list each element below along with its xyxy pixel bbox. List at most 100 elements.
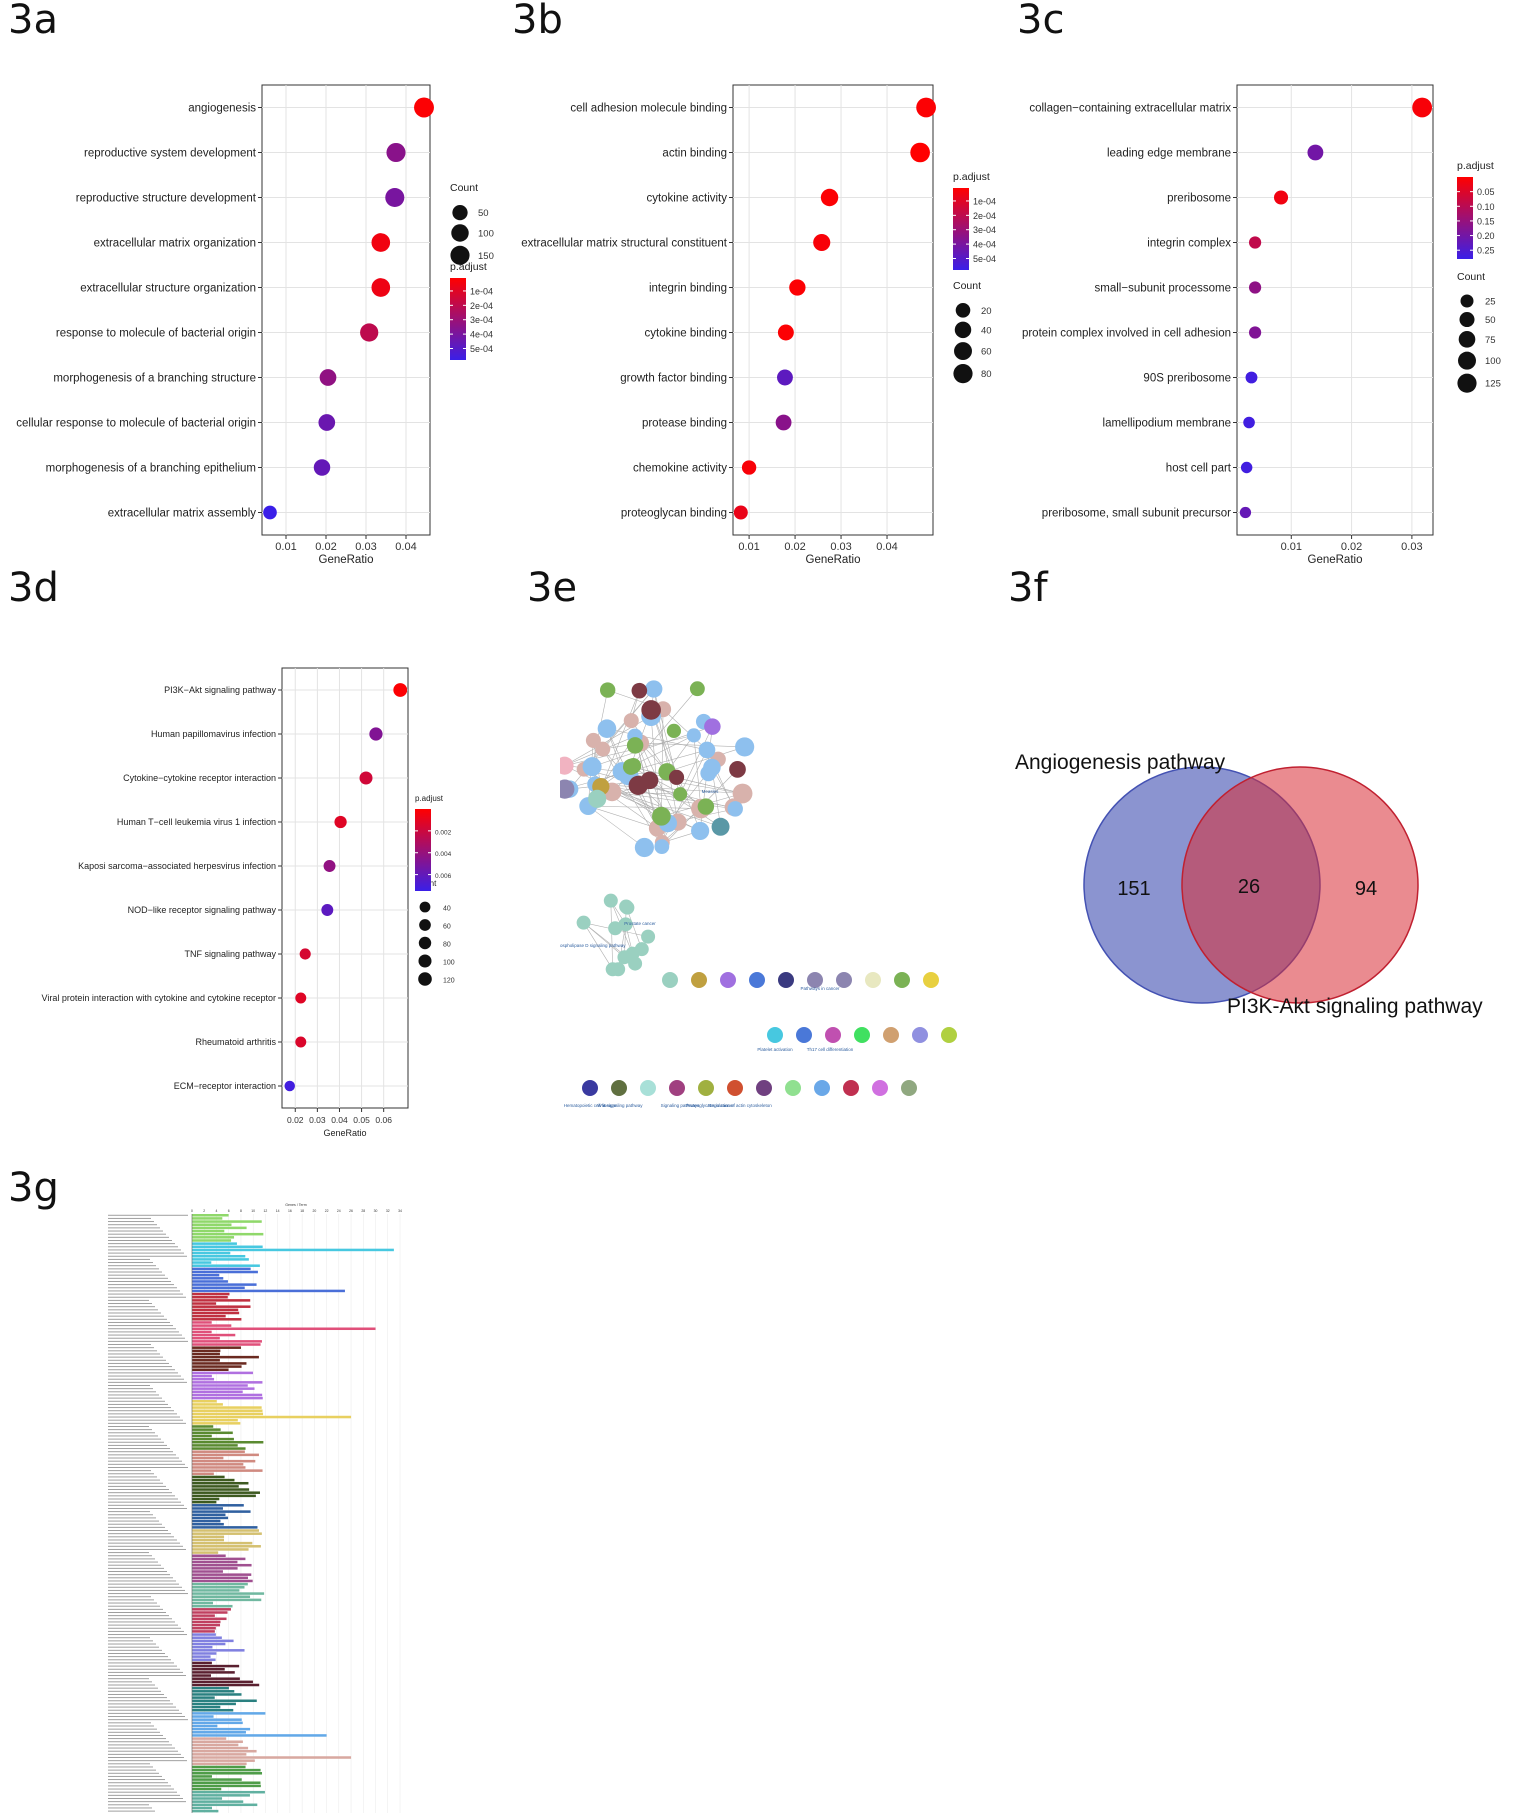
color-legend-label: 0.004	[435, 851, 452, 858]
network-node	[756, 1080, 772, 1096]
network-node	[669, 1080, 685, 1096]
bar-tick-label: 18	[300, 1209, 304, 1213]
bar	[192, 1226, 247, 1230]
network-edge	[662, 709, 708, 751]
network-node	[620, 900, 635, 915]
bar	[192, 1336, 220, 1340]
network-node	[576, 915, 591, 930]
network-node	[560, 756, 574, 775]
bar-category-label	[108, 1397, 162, 1399]
bar	[192, 1532, 262, 1535]
bar	[192, 1434, 212, 1438]
network-node	[691, 821, 710, 841]
y-tick-label: ECM−receptor interaction	[174, 1081, 276, 1091]
bar-category-label	[108, 1268, 159, 1270]
bar	[192, 1217, 223, 1220]
network-node	[749, 972, 765, 988]
bar-tick-label: 22	[325, 1209, 329, 1213]
x-axis-title: GeneRatio	[319, 554, 374, 566]
venn-set-b-name: PI3K-Akt signaling pathway	[1227, 995, 1483, 1018]
bar-category-label	[108, 1230, 163, 1232]
data-point	[385, 187, 405, 208]
y-tick-label: integrin complex	[1147, 238, 1231, 250]
network-node	[883, 1027, 899, 1043]
bar	[192, 1586, 245, 1589]
network-edge	[666, 746, 745, 773]
network-edge	[583, 922, 613, 970]
bar-category-label	[108, 1649, 162, 1651]
network-node	[582, 757, 602, 777]
bar-category-label	[108, 1791, 177, 1793]
panel-label-e: 3e	[527, 565, 578, 611]
network-node	[767, 1027, 783, 1043]
bar	[192, 1772, 263, 1775]
bar-category-label	[108, 1671, 183, 1673]
data-point	[318, 414, 336, 431]
bar-category-label	[108, 1586, 182, 1588]
network-label: Phospholipase D signaling pathway	[560, 943, 626, 948]
bar-category-label	[108, 1725, 154, 1727]
bar-category-label	[108, 1779, 165, 1781]
network-edge	[640, 742, 679, 823]
bar-category-label	[108, 1539, 177, 1541]
color-legend-label: 4e-04	[470, 330, 493, 340]
bar-category-label	[108, 1555, 152, 1557]
size-legend-label: 50	[1485, 315, 1496, 326]
network-edge	[588, 805, 658, 829]
bar	[192, 1428, 221, 1431]
bar	[192, 1346, 241, 1349]
bar-tick-label: 34	[398, 1209, 402, 1213]
bar-category-label	[108, 1419, 183, 1421]
network-edge	[606, 728, 708, 751]
bar	[192, 1623, 221, 1627]
bar-category-label	[108, 1507, 187, 1509]
bar-category-label	[108, 1309, 158, 1311]
size-legend-dot	[452, 205, 468, 221]
network-node	[814, 1080, 830, 1096]
bar-category-label	[108, 1347, 154, 1349]
bar	[192, 1696, 215, 1699]
bar-category-label	[108, 1530, 168, 1531]
data-point	[777, 324, 794, 341]
color-legend-label: 0.05	[1477, 187, 1495, 197]
bar-category-label	[108, 1801, 186, 1803]
network-node	[611, 1080, 627, 1096]
venn-only-a: 151	[1117, 878, 1150, 900]
bar-category-label	[108, 1325, 173, 1327]
network-node	[608, 921, 623, 936]
bar-tick-label: 16	[288, 1209, 292, 1213]
panel-label-d: 3d	[8, 565, 59, 611]
bar-category-label	[108, 1798, 183, 1799]
bar-category-label	[108, 1243, 175, 1245]
data-point	[1248, 326, 1262, 339]
bar-category-label	[108, 1734, 163, 1736]
bar	[192, 1273, 220, 1277]
bar	[192, 1359, 220, 1362]
bar-category-label	[108, 1634, 187, 1636]
size-legend-dot	[1458, 331, 1476, 348]
bar-category-label	[108, 1712, 182, 1714]
bar-category-label	[108, 1280, 171, 1282]
bar-tick-label: 4	[216, 1209, 218, 1213]
bar	[192, 1481, 249, 1485]
bar	[192, 1551, 219, 1554]
bar-category-label	[108, 1407, 171, 1409]
color-legend-label: 5e-04	[973, 254, 996, 264]
bar-category-label	[108, 1517, 156, 1519]
color-legend-label: 0.25	[1477, 246, 1495, 256]
bar-category-label	[108, 1331, 179, 1333]
network-edge	[583, 688, 654, 770]
bar-category-label	[108, 1605, 160, 1607]
bar-category-label	[108, 1362, 169, 1364]
bar	[192, 1349, 221, 1353]
bar-category-label	[108, 1252, 184, 1254]
bar-category-label	[108, 1328, 176, 1330]
network-node	[622, 758, 640, 775]
panel-label-g: 3g	[8, 1165, 59, 1211]
bar	[192, 1223, 232, 1226]
bar	[192, 1604, 233, 1608]
bar	[192, 1699, 257, 1703]
network-node	[599, 682, 616, 698]
color-legend-label: 0.006	[435, 873, 452, 880]
bar	[192, 1724, 218, 1728]
